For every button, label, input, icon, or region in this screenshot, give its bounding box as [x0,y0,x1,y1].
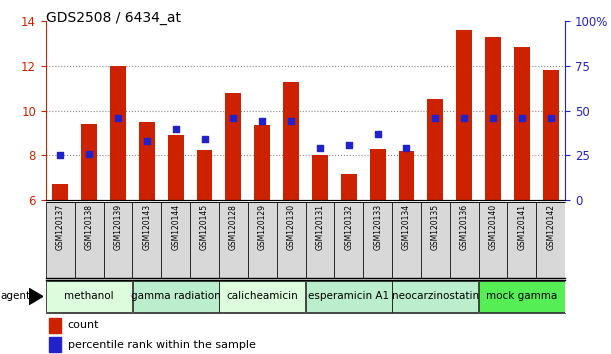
Bar [133,202,161,278]
Point [257,119,267,124]
Bar [392,202,421,278]
Text: calicheamicin: calicheamicin [226,291,298,301]
Bar [370,149,386,200]
Bar [110,66,126,200]
Text: GSM120132: GSM120132 [344,204,353,250]
Bar [49,337,61,352]
Bar [219,202,248,278]
Text: GSM120137: GSM120137 [56,204,65,250]
Text: GSM120136: GSM120136 [459,204,469,250]
Bar [421,202,450,278]
Bar [306,281,392,312]
Bar [46,281,132,312]
Bar [341,174,357,200]
Bar [277,202,306,278]
Bar [485,37,501,200]
Text: neocarzinostatin: neocarzinostatin [392,291,479,301]
Bar [398,151,414,200]
Text: esperamicin A1: esperamicin A1 [308,291,389,301]
Point [344,142,354,147]
Text: GSM120133: GSM120133 [373,204,382,250]
Point [142,138,152,144]
Text: GSM120128: GSM120128 [229,204,238,250]
Point [229,115,238,121]
Point [286,119,296,124]
Text: GSM120140: GSM120140 [489,204,497,250]
Bar [190,202,219,278]
Point [373,131,382,137]
Text: GSM120145: GSM120145 [200,204,209,250]
Point [546,115,555,121]
Point [430,115,440,121]
Bar [536,202,565,278]
Point [517,115,527,121]
Bar [450,202,478,278]
Bar [197,150,213,200]
Bar [428,99,443,200]
Point [315,145,325,151]
Text: GSM120134: GSM120134 [402,204,411,250]
Point [200,136,210,142]
Point [84,151,94,156]
Text: GDS2508 / 6434_at: GDS2508 / 6434_at [46,11,181,25]
Point [488,115,498,121]
Bar [306,202,334,278]
Bar [334,202,363,278]
Bar [283,81,299,200]
Bar [225,93,241,200]
Bar [543,70,558,200]
Bar [312,155,328,200]
Text: GSM120130: GSM120130 [287,204,296,250]
Text: GSM120138: GSM120138 [84,204,93,250]
Bar [363,202,392,278]
Text: GSM120135: GSM120135 [431,204,440,250]
Bar [514,47,530,200]
Bar [103,202,133,278]
Bar [81,124,97,200]
Text: GSM120141: GSM120141 [518,204,527,250]
Bar [168,135,183,200]
Text: GSM120143: GSM120143 [142,204,152,250]
Text: GSM120139: GSM120139 [114,204,122,250]
Bar [53,184,68,200]
Bar [75,202,103,278]
Point [170,126,181,131]
Point [113,115,123,121]
Text: GSM120142: GSM120142 [546,204,555,250]
Bar [508,202,536,278]
Bar [392,281,478,312]
Text: GSM120144: GSM120144 [171,204,180,250]
Bar [254,125,270,200]
Bar [49,318,61,333]
Text: mock gamma: mock gamma [486,291,557,301]
Bar [479,281,565,312]
Point [459,115,469,121]
Bar [133,281,219,312]
Bar [478,202,508,278]
Bar [219,281,306,312]
Text: GSM120129: GSM120129 [258,204,267,250]
Bar [456,30,472,200]
Text: agent: agent [1,291,31,302]
Bar [139,122,155,200]
Bar [46,202,75,278]
Text: gamma radiation: gamma radiation [131,291,221,301]
Point [56,153,65,158]
Polygon shape [29,289,43,304]
Text: count: count [68,320,99,330]
Text: percentile rank within the sample: percentile rank within the sample [68,339,255,350]
Point [401,145,411,151]
Text: methanol: methanol [64,291,114,301]
Text: GSM120131: GSM120131 [315,204,324,250]
Bar [248,202,277,278]
Bar [161,202,190,278]
